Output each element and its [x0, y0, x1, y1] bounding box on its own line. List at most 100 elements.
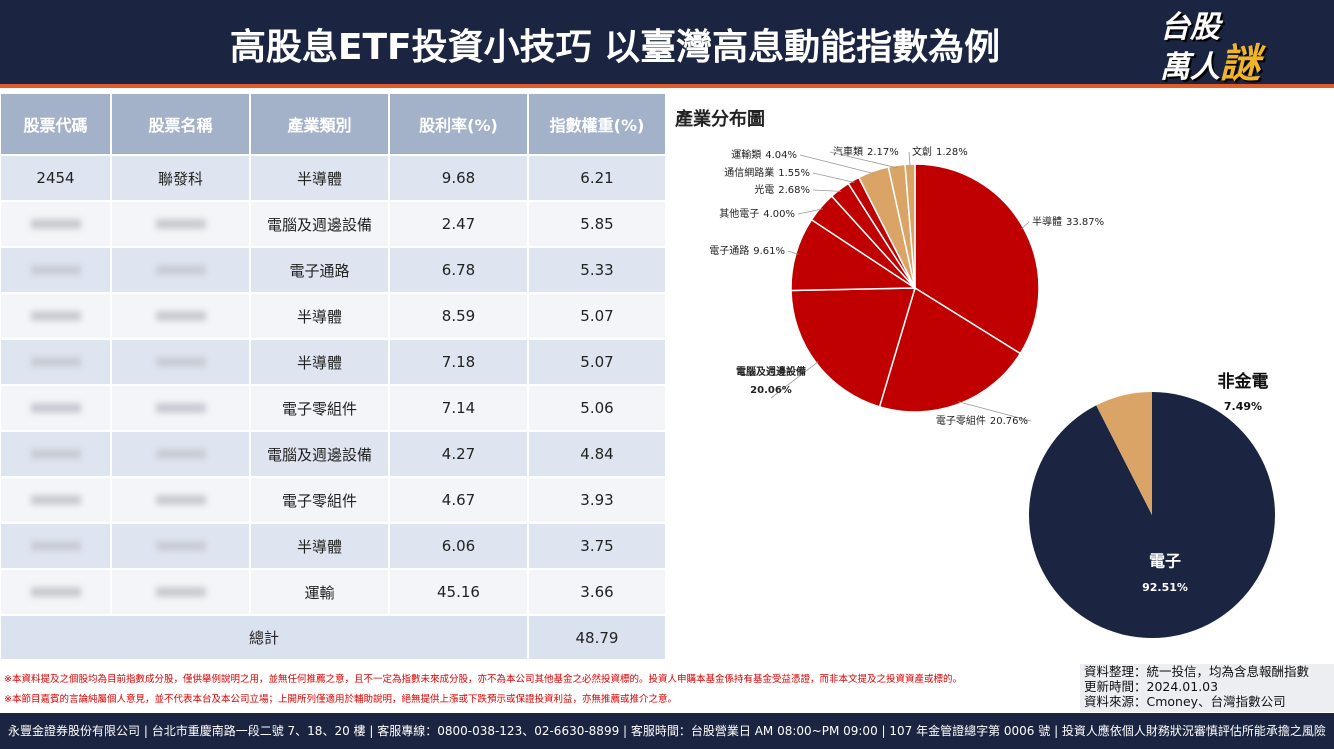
- total-label: 總計: [0, 615, 528, 660]
- pie-slice: [914, 163, 1040, 355]
- table-cell: [111, 523, 250, 569]
- table-cell: 電子通路: [250, 247, 389, 293]
- table-cell: 聯發科: [111, 155, 250, 201]
- redacted: [155, 403, 206, 413]
- slice-label: 通信網路業 1.55%: [724, 166, 810, 179]
- slice-value: 7.49%: [1224, 400, 1262, 413]
- redacted: [155, 219, 206, 229]
- column-header: 產業類別: [250, 93, 389, 155]
- column-header: 股票代碼: [0, 93, 111, 155]
- slice-name: 汽車類: [833, 145, 863, 158]
- pie-slice: [887, 163, 916, 289]
- slice-label: 其他電子 4.00%: [719, 207, 795, 220]
- table-cell: 6.06: [389, 523, 528, 569]
- table-cell: 半導體: [250, 155, 389, 201]
- redacted: [155, 495, 206, 505]
- table-cell: 運輸: [250, 569, 389, 615]
- note: ※本資料提及之個股均為目前指數成分股，僅供舉例說明之用，並無任何推薦之意，且不一…: [4, 674, 962, 685]
- slice-label: 光電 2.68%: [754, 183, 810, 196]
- table-cell: 6.78: [389, 247, 528, 293]
- redacted: [30, 219, 81, 229]
- slice-label: 文創 1.28%: [912, 145, 968, 158]
- table-cell: 5.07: [528, 293, 666, 339]
- table-cell: 45.16: [389, 569, 528, 615]
- logo-text: 台股: [1160, 10, 1220, 45]
- redacted: [30, 403, 81, 413]
- redacted: [30, 357, 81, 367]
- table-cell: 半導體: [250, 339, 389, 385]
- leader-line: [1020, 221, 1030, 230]
- table-cell: 2454: [0, 155, 111, 201]
- table-cell: 5.06: [528, 385, 666, 431]
- pie-slice: [790, 218, 918, 292]
- slice-label: 電子通路 9.61%: [709, 244, 785, 257]
- leader-line: [787, 250, 799, 255]
- slice-label: 電腦及週邊設備: [736, 365, 806, 378]
- table-cell: 電子零組件: [250, 477, 389, 523]
- leader-line: [908, 151, 911, 167]
- table-cell: 9.68: [389, 155, 528, 201]
- leader-line: [799, 154, 875, 174]
- slice-value: 92.51%: [1142, 581, 1188, 594]
- slice-label: 運輸類 4.04%: [731, 148, 797, 161]
- table-cell: [0, 431, 111, 477]
- slice-value: 1.28%: [936, 147, 968, 158]
- pie-slice: [1096, 392, 1152, 515]
- table-cell: [0, 247, 111, 293]
- table-cell: [0, 385, 111, 431]
- redacted: [155, 265, 206, 275]
- slice-value: 2.68%: [778, 185, 810, 196]
- slice-label: 半導體 33.87%: [1032, 215, 1104, 228]
- leader-line: [797, 208, 823, 215]
- slice-name: 其他電子: [719, 207, 759, 220]
- slice-name: 光電: [754, 183, 774, 196]
- redacted: [30, 587, 81, 597]
- slice-name: 電子通路: [709, 244, 749, 257]
- slice-value: 9.61%: [753, 246, 785, 257]
- table-cell: [0, 339, 111, 385]
- redacted: [155, 587, 206, 597]
- slice-label: 電子零組件 20.76%: [936, 414, 1028, 427]
- table-cell: [111, 339, 250, 385]
- total-value: 48.79: [528, 615, 666, 660]
- source-line: 更新時間：2024.01.03: [1084, 679, 1219, 694]
- table-cell: 4.84: [528, 431, 666, 477]
- logo: 台股 萬人謎: [1160, 10, 1260, 86]
- table-cell: 半導體: [250, 293, 389, 339]
- pie-slice: [904, 163, 916, 289]
- column-header: 股利率(%): [389, 93, 528, 155]
- chart-title: 產業分布圖: [675, 108, 765, 130]
- pie-slice: [847, 176, 916, 289]
- redacted: [155, 449, 206, 459]
- logo-text: 謎: [1220, 41, 1260, 87]
- slice-value: 20.06%: [750, 385, 792, 396]
- table-cell: 4.27: [389, 431, 528, 477]
- slice-value: 1.55%: [778, 168, 810, 179]
- logo-text: 萬人: [1160, 50, 1220, 85]
- table-cell: [0, 569, 111, 615]
- pie-slice: [857, 166, 916, 289]
- slice-label: 電子: [1149, 552, 1181, 571]
- table-cell: 半導體: [250, 523, 389, 569]
- table-cell: 5.85: [528, 201, 666, 247]
- header-bar: 高股息ETF投資小技巧 以臺灣高息動能指數為例 台股 萬人謎: [0, 0, 1334, 88]
- table-cell: 3.66: [528, 569, 666, 615]
- table-cell: 7.14: [389, 385, 528, 431]
- pie-slice: [810, 195, 916, 289]
- redacted: [155, 541, 206, 551]
- table-cell: 6.21: [528, 155, 666, 201]
- redacted: [30, 449, 81, 459]
- source-box: 資料整理：統一投信，均為含息報酬指數 更新時間：2024.01.03 資料來源：…: [1080, 664, 1334, 712]
- redacted: [155, 357, 206, 367]
- note: ※本節目嘉賓的言論純屬個人意見，並不代表本台及本公司立場；上開所列僅適用於輔助說…: [4, 694, 677, 705]
- table-cell: 5.33: [528, 247, 666, 293]
- slice-name: 文創: [912, 145, 932, 158]
- pie-slice: [830, 182, 916, 289]
- table-cell: [0, 201, 111, 247]
- leader-line: [812, 189, 842, 192]
- redacted: [155, 311, 206, 321]
- slice-name: 半導體: [1032, 215, 1062, 228]
- slice-value: 2.17%: [867, 147, 899, 158]
- logo-text: 萬人謎: [1160, 44, 1260, 86]
